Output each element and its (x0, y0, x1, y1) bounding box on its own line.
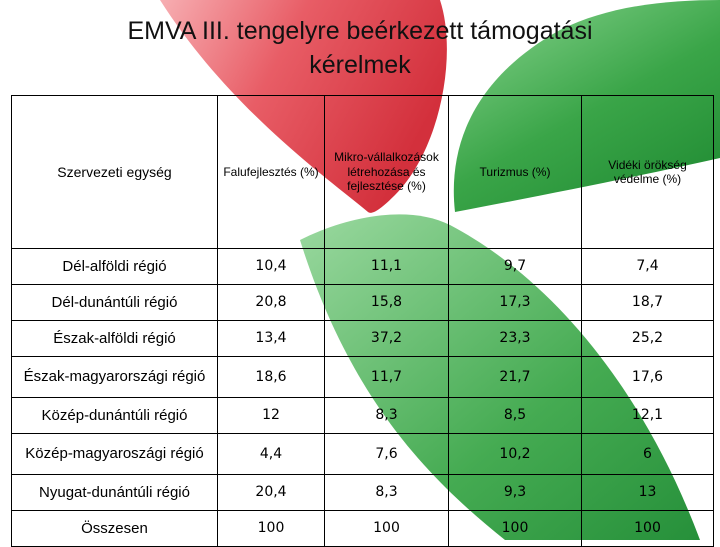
cell-value: 8,3 (324, 474, 449, 511)
row-label: Észak-alföldi régió (11, 320, 218, 357)
table-row: Közép-dunántúli régió 12 8,3 8,5 12,1 (11, 397, 714, 434)
cell-value: 9,3 (448, 474, 582, 511)
cell-value: 12,1 (581, 397, 714, 434)
cell-value: 100 (448, 510, 582, 547)
cell-value: 7,6 (324, 433, 449, 475)
header-tourism: Turizmus (%) (448, 95, 582, 249)
slide-title: EMVA III. tengelyre beérkezett támogatás… (40, 14, 680, 82)
table-row: Dél-alföldi régió 10,4 11,1 9,7 7,4 (11, 248, 714, 285)
cell-value: 6 (581, 433, 714, 475)
cell-value: 23,3 (448, 320, 582, 357)
cell-value: 10,4 (217, 248, 325, 285)
title-line-1: EMVA III. tengelyre beérkezett támogatás… (127, 17, 593, 45)
table-row-total: Összesen 100 100 100 100 (11, 510, 714, 547)
row-label: Észak-magyarországi régió (11, 356, 218, 398)
row-label: Összesen (11, 510, 218, 547)
header-rural-heritage: Vidéki örökség védelme (%) (581, 95, 714, 249)
cell-value: 21,7 (448, 356, 582, 398)
cell-value: 13 (581, 474, 714, 511)
cell-value: 17,6 (581, 356, 714, 398)
row-label: Nyugat-dunántúli régió (11, 474, 218, 511)
cell-value: 18,7 (581, 284, 714, 321)
cell-value: 13,4 (217, 320, 325, 357)
header-village-development: Falufejlesztés (%) (217, 95, 325, 249)
cell-value: 7,4 (581, 248, 714, 285)
table-row: Észak-alföldi régió 13,4 37,2 23,3 25,2 (11, 320, 714, 357)
row-label: Közép-dunántúli régió (11, 397, 218, 434)
header-unit: Szervezeti egység (11, 95, 218, 249)
cell-value: 25,2 (581, 320, 714, 357)
cell-value: 11,7 (324, 356, 449, 398)
table-row: Észak-magyarországi régió 18,6 11,7 21,7… (11, 356, 714, 398)
cell-value: 11,1 (324, 248, 449, 285)
table-row: Nyugat-dunántúli régió 20,4 8,3 9,3 13 (11, 474, 714, 511)
title-line-2: kérelmek (309, 51, 411, 79)
cell-value: 8,5 (448, 397, 582, 434)
cell-value: 37,2 (324, 320, 449, 357)
cell-value: 4,4 (217, 433, 325, 475)
table-row: Közép-magyaroszági régió 4,4 7,6 10,2 6 (11, 433, 714, 475)
header-micro-enterprises: Mikro-vállalkozások létrehozása és fejle… (324, 95, 449, 249)
cell-value: 100 (217, 510, 325, 547)
row-label: Közép-magyaroszági régió (11, 433, 218, 475)
cell-value: 10,2 (448, 433, 582, 475)
row-label: Dél-alföldi régió (11, 248, 218, 285)
table-row: Dél-dunántúli régió 20,8 15,8 17,3 18,7 (11, 284, 714, 321)
cell-value: 18,6 (217, 356, 325, 398)
support-applications-table: Szervezeti egység Falufejlesztés (%) Mik… (11, 95, 714, 547)
cell-value: 8,3 (324, 397, 449, 434)
cell-value: 100 (324, 510, 449, 547)
cell-value: 15,8 (324, 284, 449, 321)
cell-value: 9,7 (448, 248, 582, 285)
cell-value: 20,4 (217, 474, 325, 511)
row-label: Dél-dunántúli régió (11, 284, 218, 321)
cell-value: 100 (581, 510, 714, 547)
cell-value: 20,8 (217, 284, 325, 321)
cell-value: 12 (217, 397, 325, 434)
cell-value: 17,3 (448, 284, 582, 321)
table-header-row: Szervezeti egység Falufejlesztés (%) Mik… (11, 95, 714, 249)
